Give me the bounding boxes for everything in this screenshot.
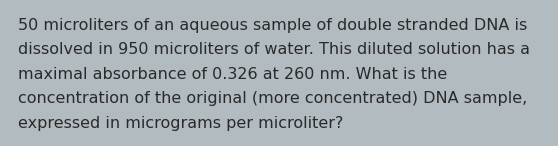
Text: expressed in micrograms per microliter?: expressed in micrograms per microliter? — [18, 116, 343, 131]
Text: maximal absorbance of 0.326 at 260 nm. What is the: maximal absorbance of 0.326 at 260 nm. W… — [18, 67, 448, 82]
Text: 50 microliters of an aqueous sample of double stranded DNA is: 50 microliters of an aqueous sample of d… — [18, 18, 527, 33]
Text: dissolved in 950 microliters of water. This diluted solution has a: dissolved in 950 microliters of water. T… — [18, 42, 530, 58]
Text: concentration of the original (more concentrated) DNA sample,: concentration of the original (more conc… — [18, 92, 527, 106]
